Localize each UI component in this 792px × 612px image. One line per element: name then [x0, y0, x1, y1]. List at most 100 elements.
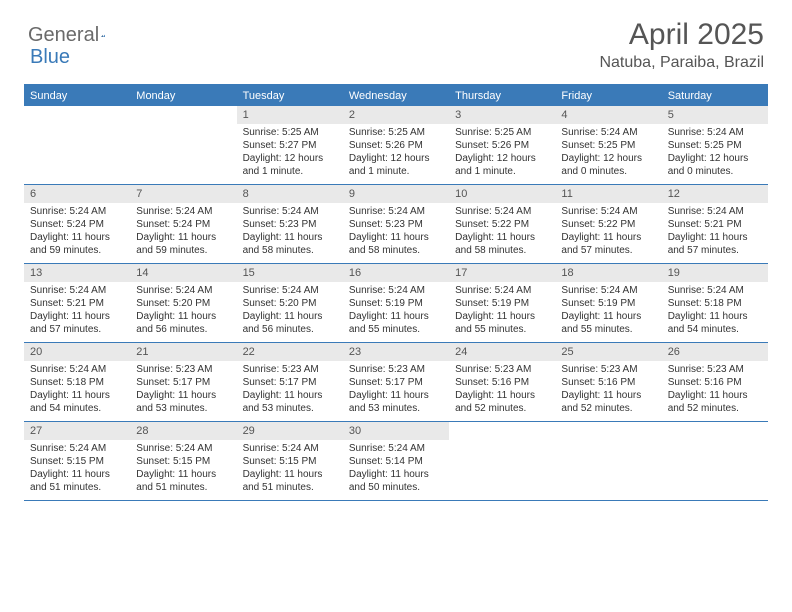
- empty-cell: [130, 106, 236, 184]
- day-number: 18: [555, 264, 661, 282]
- day-cell: 23Sunrise: 5:23 AMSunset: 5:17 PMDayligh…: [343, 343, 449, 421]
- day-details: Sunrise: 5:24 AMSunset: 5:19 PMDaylight:…: [555, 282, 661, 340]
- sunset-text: Sunset: 5:17 PM: [136, 376, 230, 389]
- day-cell: 1Sunrise: 5:25 AMSunset: 5:27 PMDaylight…: [237, 106, 343, 184]
- daylight-text: Daylight: 11 hours and 51 minutes.: [136, 468, 230, 494]
- day-cell: 2Sunrise: 5:25 AMSunset: 5:26 PMDaylight…: [343, 106, 449, 184]
- sunrise-text: Sunrise: 5:23 AM: [136, 363, 230, 376]
- daylight-text: Daylight: 12 hours and 0 minutes.: [561, 152, 655, 178]
- day-cell: 13Sunrise: 5:24 AMSunset: 5:21 PMDayligh…: [24, 264, 130, 342]
- day-number: 30: [343, 422, 449, 440]
- day-details: Sunrise: 5:25 AMSunset: 5:27 PMDaylight:…: [237, 124, 343, 182]
- sunrise-text: Sunrise: 5:24 AM: [243, 205, 337, 218]
- sunrise-text: Sunrise: 5:24 AM: [561, 205, 655, 218]
- daylight-text: Daylight: 11 hours and 57 minutes.: [30, 310, 124, 336]
- day-details: Sunrise: 5:23 AMSunset: 5:16 PMDaylight:…: [449, 361, 555, 419]
- day-cell: 6Sunrise: 5:24 AMSunset: 5:24 PMDaylight…: [24, 185, 130, 263]
- location-subtitle: Natuba, Paraiba, Brazil: [599, 54, 764, 72]
- day-details: Sunrise: 5:24 AMSunset: 5:15 PMDaylight:…: [130, 440, 236, 498]
- week-row: 1Sunrise: 5:25 AMSunset: 5:27 PMDaylight…: [24, 106, 768, 185]
- daylight-text: Daylight: 11 hours and 58 minutes.: [349, 231, 443, 257]
- sunset-text: Sunset: 5:26 PM: [349, 139, 443, 152]
- sunset-text: Sunset: 5:16 PM: [561, 376, 655, 389]
- sunset-text: Sunset: 5:25 PM: [561, 139, 655, 152]
- sunset-text: Sunset: 5:27 PM: [243, 139, 337, 152]
- day-cell: 30Sunrise: 5:24 AMSunset: 5:14 PMDayligh…: [343, 422, 449, 500]
- day-cell: 17Sunrise: 5:24 AMSunset: 5:19 PMDayligh…: [449, 264, 555, 342]
- sunrise-text: Sunrise: 5:24 AM: [349, 205, 443, 218]
- weekday-header: Wednesday: [343, 86, 449, 106]
- daylight-text: Daylight: 11 hours and 55 minutes.: [349, 310, 443, 336]
- daylight-text: Daylight: 11 hours and 59 minutes.: [136, 231, 230, 257]
- sunset-text: Sunset: 5:22 PM: [455, 218, 549, 231]
- logo-text: General: [28, 24, 99, 47]
- daylight-text: Daylight: 11 hours and 52 minutes.: [561, 389, 655, 415]
- day-number: 4: [555, 106, 661, 124]
- sunrise-text: Sunrise: 5:24 AM: [30, 442, 124, 455]
- daylight-text: Daylight: 11 hours and 54 minutes.: [668, 310, 762, 336]
- sunset-text: Sunset: 5:23 PM: [349, 218, 443, 231]
- logo-text-blue: Blue: [30, 46, 70, 69]
- day-number: 20: [24, 343, 130, 361]
- weekday-header: Friday: [555, 86, 661, 106]
- day-cell: 9Sunrise: 5:24 AMSunset: 5:23 PMDaylight…: [343, 185, 449, 263]
- day-number: 2: [343, 106, 449, 124]
- week-row: 6Sunrise: 5:24 AMSunset: 5:24 PMDaylight…: [24, 185, 768, 264]
- day-number: [24, 106, 130, 124]
- day-number: 11: [555, 185, 661, 203]
- day-details: Sunrise: 5:24 AMSunset: 5:25 PMDaylight:…: [555, 124, 661, 182]
- sunset-text: Sunset: 5:19 PM: [561, 297, 655, 310]
- sunrise-text: Sunrise: 5:24 AM: [30, 363, 124, 376]
- day-number: [449, 422, 555, 440]
- sunset-text: Sunset: 5:22 PM: [561, 218, 655, 231]
- day-details: Sunrise: 5:24 AMSunset: 5:18 PMDaylight:…: [24, 361, 130, 419]
- sunrise-text: Sunrise: 5:24 AM: [243, 442, 337, 455]
- day-cell: 3Sunrise: 5:25 AMSunset: 5:26 PMDaylight…: [449, 106, 555, 184]
- daylight-text: Daylight: 11 hours and 56 minutes.: [136, 310, 230, 336]
- sunset-text: Sunset: 5:23 PM: [243, 218, 337, 231]
- sunrise-text: Sunrise: 5:24 AM: [668, 205, 762, 218]
- day-cell: 26Sunrise: 5:23 AMSunset: 5:16 PMDayligh…: [662, 343, 768, 421]
- day-details: Sunrise: 5:24 AMSunset: 5:20 PMDaylight:…: [130, 282, 236, 340]
- day-number: 6: [24, 185, 130, 203]
- daylight-text: Daylight: 11 hours and 54 minutes.: [30, 389, 124, 415]
- week-row: 13Sunrise: 5:24 AMSunset: 5:21 PMDayligh…: [24, 264, 768, 343]
- daylight-text: Daylight: 12 hours and 1 minute.: [243, 152, 337, 178]
- week-row: 20Sunrise: 5:24 AMSunset: 5:18 PMDayligh…: [24, 343, 768, 422]
- day-number: 1: [237, 106, 343, 124]
- sunset-text: Sunset: 5:15 PM: [30, 455, 124, 468]
- daylight-text: Daylight: 11 hours and 57 minutes.: [561, 231, 655, 257]
- page-header: General April 2025 Natuba, Paraiba, Braz…: [0, 0, 792, 76]
- day-number: 7: [130, 185, 236, 203]
- day-cell: 11 Sunrise: 5:24 AMSunset: 5:22 PMDayligh…: [555, 185, 661, 263]
- daylight-text: Daylight: 12 hours and 0 minutes.: [668, 152, 762, 178]
- empty-cell: [662, 422, 768, 500]
- sunrise-text: Sunrise: 5:24 AM: [668, 284, 762, 297]
- sunrise-text: Sunrise: 5:24 AM: [668, 126, 762, 139]
- day-details: Sunrise: 5:23 AMSunset: 5:17 PMDaylight:…: [343, 361, 449, 419]
- sunrise-text: Sunrise: 5:25 AM: [349, 126, 443, 139]
- sunset-text: Sunset: 5:24 PM: [136, 218, 230, 231]
- day-cell: 15Sunrise: 5:24 AMSunset: 5:20 PMDayligh…: [237, 264, 343, 342]
- daylight-text: Daylight: 11 hours and 58 minutes.: [243, 231, 337, 257]
- empty-cell: [24, 106, 130, 184]
- day-details: Sunrise: 5:24 AMSunset: 5:15 PMDaylight:…: [237, 440, 343, 498]
- daylight-text: Daylight: 11 hours and 58 minutes.: [455, 231, 549, 257]
- day-cell: 20Sunrise: 5:24 AMSunset: 5:18 PMDayligh…: [24, 343, 130, 421]
- empty-cell: [555, 422, 661, 500]
- logo-flag-icon: [101, 27, 105, 45]
- day-number: 23: [343, 343, 449, 361]
- sunrise-text: Sunrise: 5:25 AM: [455, 126, 549, 139]
- daylight-text: Daylight: 11 hours and 53 minutes.: [243, 389, 337, 415]
- day-cell: 28Sunrise: 5:24 AMSunset: 5:15 PMDayligh…: [130, 422, 236, 500]
- sunset-text: Sunset: 5:17 PM: [243, 376, 337, 389]
- day-number: 19: [662, 264, 768, 282]
- sunrise-text: Sunrise: 5:24 AM: [349, 284, 443, 297]
- daylight-text: Daylight: 11 hours and 52 minutes.: [668, 389, 762, 415]
- daylight-text: Daylight: 11 hours and 53 minutes.: [136, 389, 230, 415]
- sunset-text: Sunset: 5:15 PM: [136, 455, 230, 468]
- day-cell: 5Sunrise: 5:24 AMSunset: 5:25 PMDaylight…: [662, 106, 768, 184]
- sunset-text: Sunset: 5:16 PM: [455, 376, 549, 389]
- daylight-text: Daylight: 11 hours and 56 minutes.: [243, 310, 337, 336]
- sunrise-text: Sunrise: 5:24 AM: [136, 205, 230, 218]
